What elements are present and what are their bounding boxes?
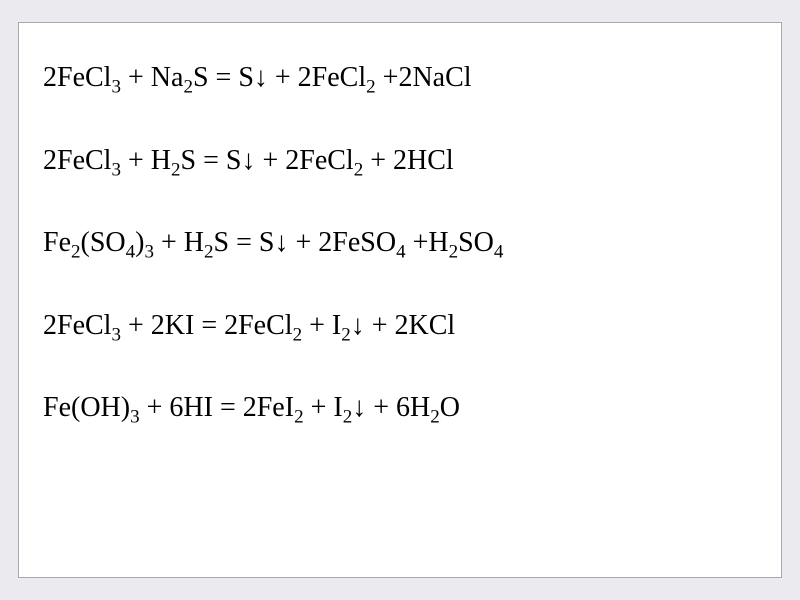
- equation-text: + 6HI = 2FeI: [140, 392, 294, 423]
- equation-text: + 2FeSO: [288, 227, 396, 258]
- equation-text: + Na: [121, 62, 183, 93]
- equation-text: 2FeCl: [43, 145, 111, 176]
- subscript: 2: [171, 159, 181, 180]
- subscript: 2: [293, 324, 303, 345]
- down-arrow-icon: ↓: [241, 145, 255, 176]
- equations-container: 2FeCl3 + Na2S = S↓ + 2FeCl2 +2NaCl 2FeCl…: [19, 23, 781, 449]
- equation-text: S = S: [214, 227, 275, 258]
- equation-text: +2NaCl: [376, 62, 472, 93]
- equation-text: 2FeCl: [43, 62, 111, 93]
- equation-text: Fe(OH): [43, 392, 130, 423]
- equation-text: + 2FeCl: [255, 145, 353, 176]
- equation-text: +H: [406, 227, 449, 258]
- equation-text: SO: [458, 227, 494, 258]
- equation-text: 2FeCl: [43, 310, 111, 341]
- subscript: 3: [111, 159, 121, 180]
- subscript: 4: [126, 242, 136, 263]
- subscript: 2: [366, 77, 376, 98]
- equation-text: S = S: [181, 145, 242, 176]
- equation-text: (SO: [81, 227, 126, 258]
- subscript: 3: [130, 407, 140, 428]
- down-arrow-icon: ↓: [352, 392, 366, 423]
- equation-5: Fe(OH)3 + 6HI = 2FeI2 + I2↓ + 6H2O: [43, 391, 757, 425]
- subscript: 2: [449, 242, 459, 263]
- equation-text: + 2HCl: [363, 145, 453, 176]
- equation-text: + H: [154, 227, 204, 258]
- subscript: 2: [341, 324, 351, 345]
- subscript: 2: [354, 159, 364, 180]
- subscript: 2: [71, 242, 81, 263]
- slide-card: 2FeCl3 + Na2S = S↓ + 2FeCl2 +2NaCl 2FeCl…: [18, 22, 782, 578]
- equation-2: 2FeCl3 + H2S = S↓ + 2FeCl2 + 2HCl: [43, 144, 757, 178]
- subscript: 3: [111, 77, 121, 98]
- equation-4: 2FeCl3 + 2KI = 2FeCl2 + I2↓ + 2KCl: [43, 309, 757, 343]
- equation-text: + I: [302, 310, 341, 341]
- subscript: 3: [144, 242, 154, 263]
- subscript: 2: [343, 407, 353, 428]
- subscript: 2: [294, 407, 304, 428]
- equation-text: O: [440, 392, 460, 423]
- subscript: 2: [204, 242, 214, 263]
- equation-text: + I: [304, 392, 343, 423]
- subscript: 4: [494, 242, 504, 263]
- equation-text: + 2KI = 2FeCl: [121, 310, 293, 341]
- down-arrow-icon: ↓: [274, 227, 288, 258]
- equation-text: + 2KCl: [365, 310, 455, 341]
- equation-text: + 6H: [366, 392, 430, 423]
- equation-text: S = S: [193, 62, 254, 93]
- down-arrow-icon: ↓: [351, 310, 365, 341]
- equation-1: 2FeCl3 + Na2S = S↓ + 2FeCl2 +2NaCl: [43, 61, 757, 95]
- equation-text: + H: [121, 145, 171, 176]
- equation-3: Fe2(SO4)3 + H2S = S↓ + 2FeSO4 +H2SO4: [43, 226, 757, 260]
- equation-text: Fe: [43, 227, 71, 258]
- equation-text: + 2FeCl: [268, 62, 366, 93]
- subscript: 2: [183, 77, 193, 98]
- down-arrow-icon: ↓: [254, 62, 268, 93]
- subscript: 3: [111, 324, 121, 345]
- subscript: 4: [396, 242, 406, 263]
- subscript: 2: [430, 407, 440, 428]
